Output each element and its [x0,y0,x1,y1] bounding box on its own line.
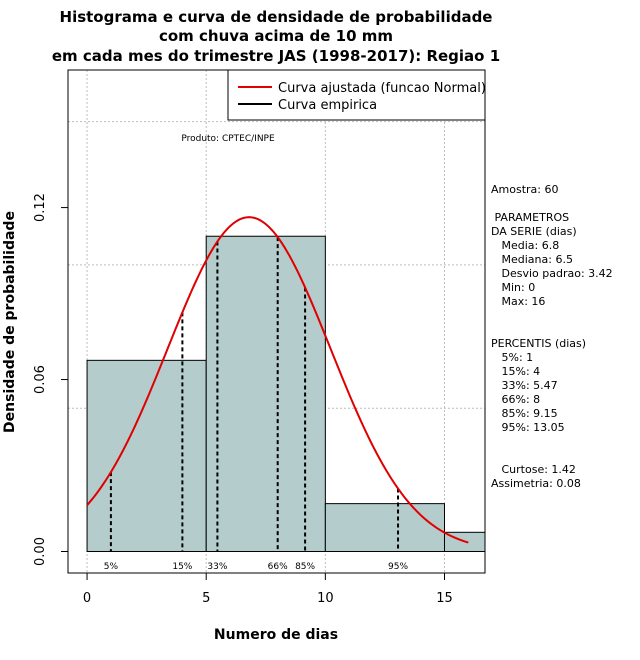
percentile-lines: 5% 15% 33% 66% 85% 95% [104,237,408,572]
stat-line-5: Mediana: 6.5 [491,253,573,266]
stat-line-17: 95%: 13.05 [491,421,565,434]
y-tick-label-0: 0.00 [33,537,48,566]
percentile-label-15: 15% [172,562,192,572]
stat-line-6: Desvio padrao: 3.42 [491,267,613,280]
x-tick-label-2: 10 [317,591,334,606]
y-tick-label-2: 0.12 [33,193,48,222]
percentile-label-5: 5% [104,562,119,572]
percentile-label-33: 33% [207,562,227,572]
chart-title-line-1: Histograma e curva de densidade de proba… [60,8,493,26]
stat-line-12: 5%: 1 [491,351,533,364]
x-axis-title: Numero de dias [214,627,338,643]
stat-line-3: DA SERIE (dias) [491,225,577,238]
fitted-normal-curve [86,216,469,544]
chart-title-line-3: em cada mes do trimestre JAS (1998-2017)… [52,47,500,65]
histogram-bars [86,235,486,553]
legend: Curva ajustada (funcao Normal) Curva emp… [227,69,486,121]
chart-title-line-2: com chuva acima de 10 mm [159,27,393,45]
percentile-label-85: 85% [295,562,315,572]
stat-line-8: Max: 16 [491,295,545,308]
chart-title: Histograma e curva de densidade de proba… [52,8,500,65]
legend-box [227,69,486,121]
stat-line-4: Media: 6.8 [491,239,559,252]
histogram-bar-2 [324,503,445,553]
annotation-produto: Produto: CPTEC/INPE [181,134,275,144]
stat-line-2: PARAMETROS [491,211,569,224]
y-axis-title: Densidade de probabilidade [2,211,18,433]
stat-line-7: Min: 0 [491,281,535,294]
stat-line-15: 66%: 8 [491,393,540,406]
stat-line-16: 85%: 9.15 [491,407,558,420]
percentile-label-95: 95% [388,562,408,572]
y-tick-label-1: 0.06 [33,365,48,394]
stat-line-14: 33%: 5.47 [491,379,558,392]
x-tick-label-3: 15 [436,591,453,606]
histogram-bar-1 [205,235,326,553]
histogram-bar-0 [86,359,207,553]
stat-line-0: Amostra: 60 [491,183,558,196]
x-axis: 0 5 10 15 [83,572,453,606]
legend-label-fitted: Curva ajustada (funcao Normal) [278,81,486,96]
y-axis: 0.00 0.06 0.12 [33,193,69,566]
fitted-curve-group [86,216,469,544]
x-tick-label-0: 0 [83,591,91,606]
stat-line-11: PERCENTIS (dias) [491,337,586,350]
legend-label-empirical: Curva empirica [278,98,377,113]
stat-line-13: 15%: 4 [491,365,540,378]
percentile-label-66: 66% [268,562,288,572]
stat-line-21: Assimetria: 0.08 [491,477,581,490]
x-tick-label-1: 5 [202,591,210,606]
stat-line-20: Curtose: 1.42 [491,463,576,476]
